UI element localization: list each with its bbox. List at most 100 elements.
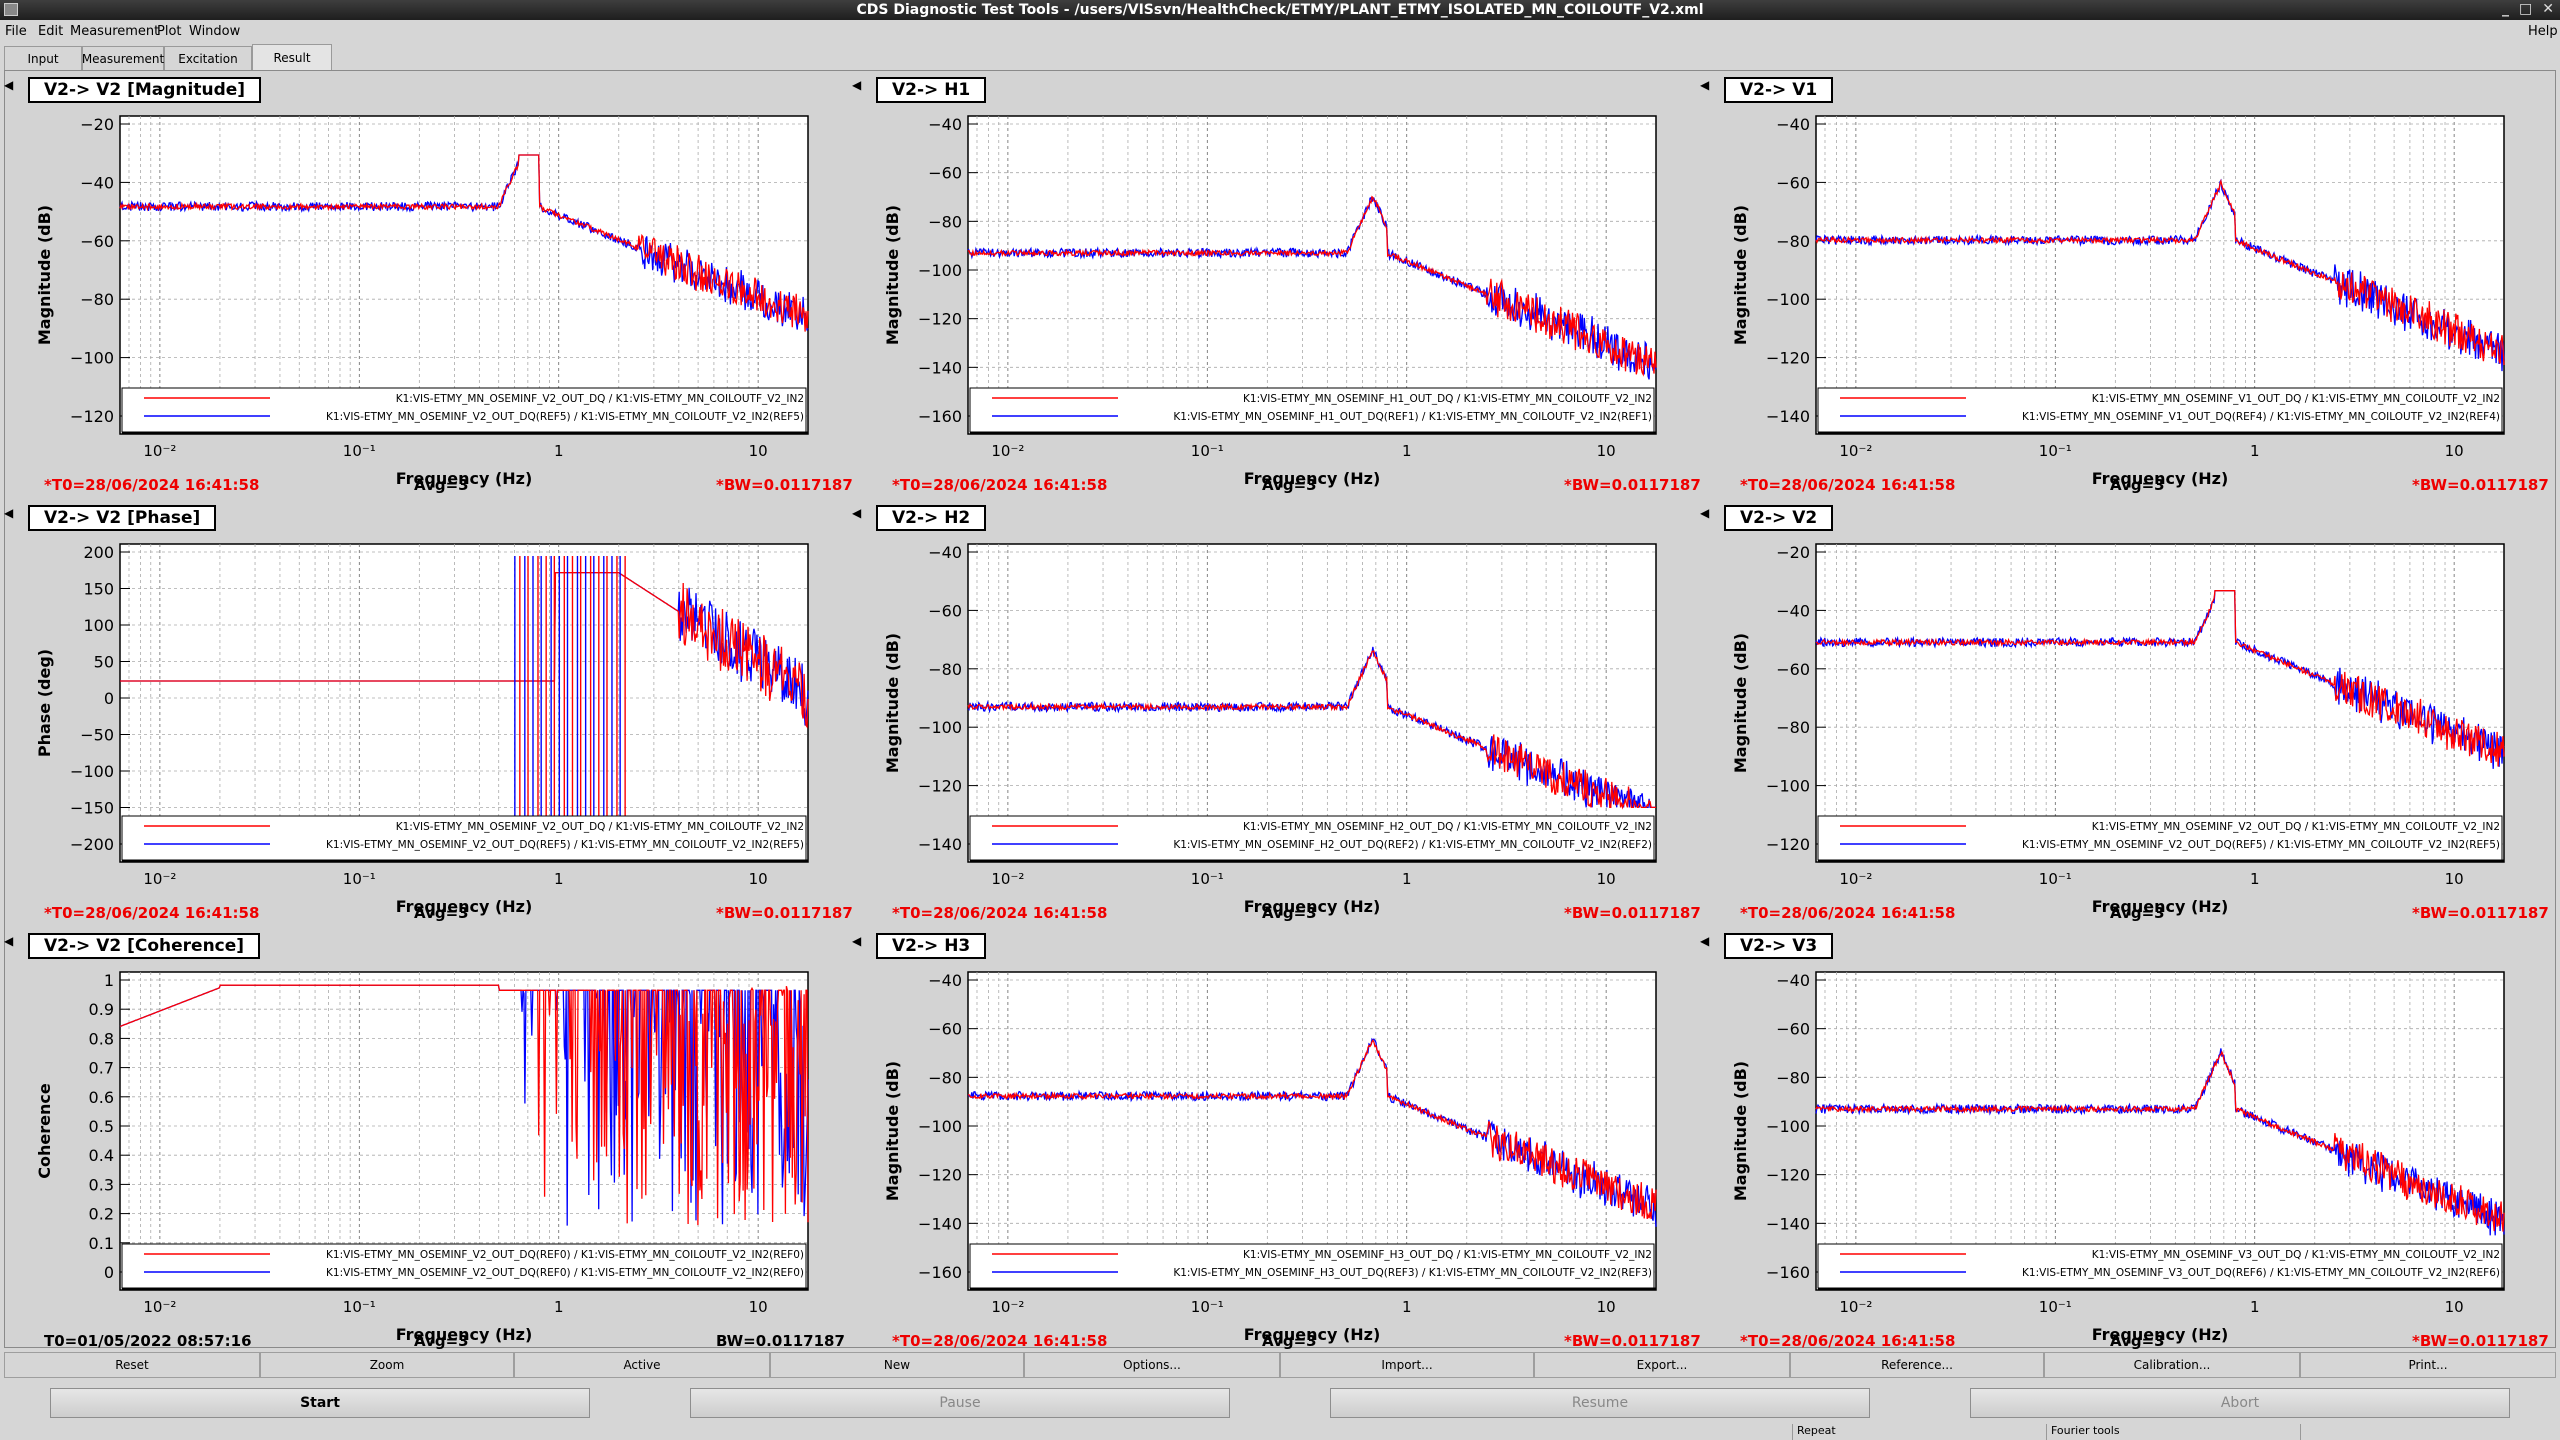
plot-panel: ◀ V2-> H1 −40 −60 −80 −100 −120 −140 −160 10⁻² 10⁻… [852,72,1701,498]
plot-title[interactable]: V2-> V2 [Coherence] [28,933,261,959]
plot-title[interactable]: V2-> V1 [1724,77,1834,103]
y-tick-label: −40 [928,543,962,562]
panel-selector-icon[interactable]: ◀ [1700,934,1710,948]
new-button[interactable]: New [770,1352,1024,1378]
measurement-start-time: *T0=28/06/2024 16:41:58 [44,904,260,922]
window-menu-icon[interactable] [4,3,18,16]
export-button[interactable]: Export... [1534,1352,1790,1378]
x-tick-label: 10 [2445,1298,2464,1316]
import-button[interactable]: Import... [1280,1352,1534,1378]
x-tick-label: 10 [1597,442,1616,460]
tab-excitation[interactable]: Excitation [164,46,252,70]
print-button[interactable]: Print... [2300,1352,2556,1378]
plot-canvas[interactable]: −40 −60 −80 −100 −120 −140 −160 10⁻² 10⁻¹ 1 10 K1:V… [876,960,1696,1344]
close-icon[interactable]: ✕ [2542,1,2554,17]
menu-help[interactable]: Help [2528,24,2558,39]
panel-selector-icon[interactable]: ◀ [4,78,14,92]
plot-title[interactable]: V2-> V3 [1724,933,1834,959]
bandwidth: *BW=0.0117187 [1564,476,1701,494]
panel-selector-icon[interactable]: ◀ [4,934,14,948]
menu-file[interactable]: File [5,24,27,39]
panel-selector-icon[interactable]: ◀ [852,934,862,948]
zoom-button[interactable]: Zoom [260,1352,514,1378]
y-tick-label: 100 [83,616,114,635]
plot-title[interactable]: V2-> H2 [876,505,987,531]
y-tick-label: 0 [104,689,114,708]
bandwidth: *BW=0.0117187 [716,476,853,494]
menu-measurement[interactable]: Measurement [70,24,160,39]
status-repeat: Repeat [1792,1424,2046,1440]
menu-edit[interactable]: Edit [38,24,64,39]
plot-canvas[interactable]: −20 −40 −60 −80 −100 −120 10⁻² 10⁻¹ 1 10 K1:VIS-ET… [28,104,848,488]
y-tick-label: 0.9 [89,1000,114,1019]
x-tick-label: 1 [2250,1298,2260,1316]
y-tick-label: −100 [70,762,114,781]
tab-input[interactable]: Input [4,46,82,70]
legend-entry: K1:VIS-ETMY_MN_OSEMINF_H2_OUT_DQ / K1:VI… [1243,821,1652,833]
measurement-start-time: *T0=28/06/2024 16:41:58 [892,1332,1108,1350]
plot-title[interactable]: V2-> H3 [876,933,987,959]
plot-canvas[interactable]: −40 −60 −80 −100 −120 −140 10⁻² 10⁻¹ 1 10 K1:VIS-E… [876,532,1696,916]
plot-legend: K1:VIS-ETMY_MN_OSEMINF_V2_OUT_DQ / K1:VI… [1817,815,2504,863]
maximize-icon[interactable]: □ [2519,1,2533,17]
measurement-start-time: *T0=28/06/2024 16:41:58 [44,476,260,494]
minimize-icon[interactable]: _ [2502,1,2510,17]
start-button[interactable]: Start [50,1388,590,1418]
reset-button[interactable]: Reset [4,1352,260,1378]
plot-canvas[interactable]: 200 150 100 50 0 −50 −100 −150 −200 10⁻² 10⁻¹ 1 10 K1… [28,532,848,916]
y-tick-label: −120 [918,777,962,796]
y-tick-label: 0 [104,1263,114,1282]
resume-button[interactable]: Resume [1330,1388,1870,1418]
x-tick-label: 10⁻² [143,870,176,888]
y-tick-label: −20 [80,115,114,134]
x-tick-label: 10 [749,870,768,888]
plot-legend: K1:VIS-ETMY_MN_OSEMINF_V1_OUT_DQ / K1:VI… [1817,387,2504,435]
plot-canvas[interactable]: −40 −60 −80 −100 −120 −140 10⁻² 10⁻¹ 1 10 K1:VIS-E… [1724,104,2544,488]
panel-selector-icon[interactable]: ◀ [1700,78,1710,92]
legend-entry: K1:VIS-ETMY_MN_OSEMINF_V1_OUT_DQ / K1:VI… [2092,393,2500,405]
plot-canvas[interactable]: −40 −60 −80 −100 −120 −140 −160 10⁻² 10⁻¹ 1 10 K1:V… [1724,960,2544,1344]
tab-result[interactable]: Result [252,44,332,70]
reference-button[interactable]: Reference... [1790,1352,2044,1378]
legend-entry: K1:VIS-ETMY_MN_OSEMINF_V2_OUT_DQ / K1:VI… [396,393,804,405]
x-tick-label: 10⁻² [1839,870,1872,888]
panel-selector-icon[interactable]: ◀ [852,78,862,92]
plot-frame [1815,115,2505,435]
legend-entry: K1:VIS-ETMY_MN_OSEMINF_V3_OUT_DQ / K1:VI… [2092,1249,2500,1261]
x-tick-label: 1 [554,870,564,888]
plot-title[interactable]: V2-> H1 [876,77,987,103]
options-button[interactable]: Options... [1024,1352,1280,1378]
plot-canvas[interactable]: −40 −60 −80 −100 −120 −140 −160 10⁻² 10⁻¹ 1 10 K1:V… [876,104,1696,488]
tab-measurement[interactable]: Measurement [82,46,164,70]
y-tick-label: −40 [1776,115,1810,134]
panel-selector-icon[interactable]: ◀ [1700,506,1710,520]
status-fourier-tools: Fourier tools [2046,1424,2300,1440]
plot-title[interactable]: V2-> V2 [Magnitude] [28,77,262,103]
legend-entry: K1:VIS-ETMY_MN_OSEMINF_V2_OUT_DQ(REF5) /… [2022,839,2500,851]
pause-button[interactable]: Pause [690,1388,1230,1418]
plot-canvas[interactable]: 1 0.9 0.8 0.7 0.6 0.5 0.4 0.3 0.2 0.1 0 10⁻² 10⁻¹ 1 10… [28,960,848,1344]
bandwidth: *BW=0.0117187 [716,904,853,922]
active-button[interactable]: Active [514,1352,770,1378]
series-measured-line [119,154,809,332]
x-axis-label: Frequency (Hz) [1244,897,1381,916]
menu-window[interactable]: Window [189,24,241,39]
bandwidth: *BW=0.0117187 [2412,476,2549,494]
abort-button[interactable]: Abort [1970,1388,2510,1418]
plot-title[interactable]: V2-> V2 [Phase] [28,505,217,531]
plot-title[interactable]: V2-> V2 [1724,505,1834,531]
y-tick-label: −60 [1776,660,1810,679]
plot-canvas[interactable]: −20 −40 −60 −80 −100 −120 10⁻² 10⁻¹ 1 10 K1:VIS-ET… [1724,532,2544,916]
y-tick-label: −80 [928,212,962,231]
y-tick-label: −40 [928,971,962,990]
panel-selector-icon[interactable]: ◀ [4,506,14,520]
y-tick-label: −120 [918,1166,962,1185]
y-tick-label: 0.5 [89,1117,114,1136]
calibration-button[interactable]: Calibration... [2044,1352,2300,1378]
x-axis-label: Frequency (Hz) [396,897,533,916]
plot-panel: ◀ V2-> H2 −40 −60 −80 −100 −120 −140 10⁻² 10⁻¹ 1 10… [852,500,1701,926]
y-tick-label: −120 [1766,835,1810,854]
y-tick-label: −60 [1776,1020,1810,1039]
menu-plot[interactable]: Plot [157,24,182,39]
panel-selector-icon[interactable]: ◀ [852,506,862,520]
